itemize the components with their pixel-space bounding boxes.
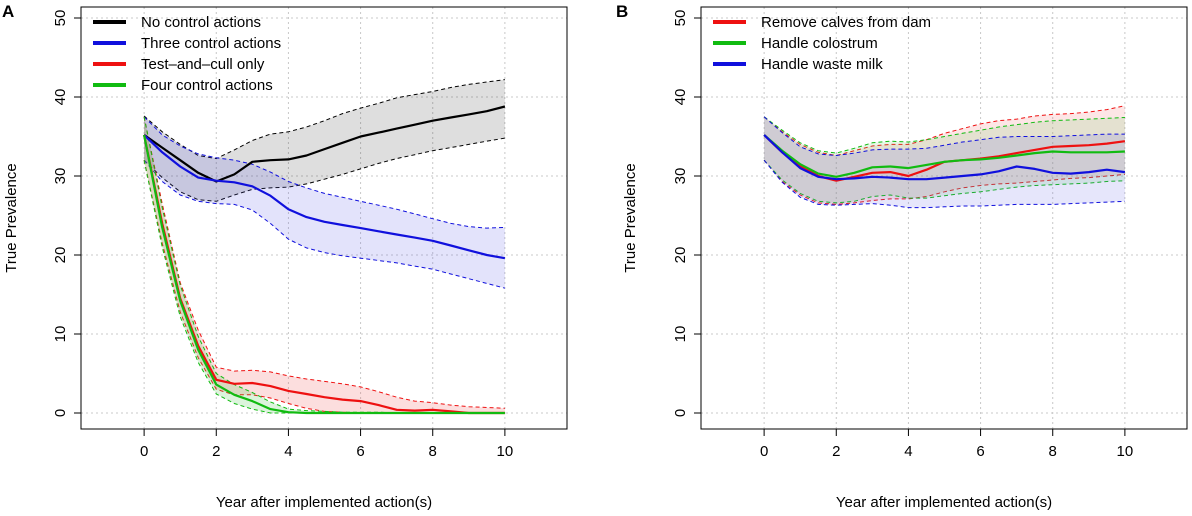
panel-a-upper-bound-2 (143, 116, 505, 409)
panel-b-series-line-1 (763, 134, 1125, 178)
panel-b-x-tick-label: 2 (832, 443, 840, 460)
panel-b: B 0 2 4 6 8 10 0 10 20 30 40 50 Year after implemen… (616, 2, 1188, 511)
panel-a-y-tick-label: 10 (52, 326, 69, 343)
panel-b-letter: B (616, 2, 628, 21)
panel-a-x-tick-label: 10 (497, 443, 514, 460)
panel-b-y-tick-label: 0 (672, 409, 689, 417)
panel-b-series-line-2 (763, 134, 1126, 181)
panel-a-legend-label-1: Three control actions (141, 35, 281, 52)
panel-a-x-axis-title: Year after implemented action(s) (216, 494, 432, 511)
panel-b-y-axis-title: True Prevalence (622, 163, 639, 273)
panel-a-series-line-3 (143, 134, 505, 415)
panel-b-y-tick-label: 40 (672, 89, 689, 106)
panel-b-y-tick-label: 20 (672, 247, 689, 264)
panel-a-series-line-2 (143, 134, 505, 415)
panel-b-lower-bound-2 (763, 159, 1125, 209)
panel-a-letter: A (2, 2, 14, 21)
panel-b-legend-label-2: Handle waste milk (761, 56, 883, 73)
panel-b-legend-label-1: Handle colostrum (761, 35, 878, 52)
panel-a-band-0 (144, 79, 505, 202)
panel-a-y-tick-label: 20 (52, 247, 69, 264)
panel-a-legend-label-2: Test–and–cull only (141, 56, 265, 73)
panel-a-x-tick-label: 6 (356, 443, 364, 460)
panel-b-y-tick-label: 50 (672, 10, 689, 27)
panel-a-series-line-0 (143, 105, 506, 183)
panel-b-lower-bound-1 (763, 159, 1125, 204)
panel-a-series-line-1 (143, 134, 506, 260)
panel-a-x-tick-label: 2 (212, 443, 220, 460)
panel-b-upper-bound-2 (763, 116, 1125, 157)
panel-a-x-tick-label: 0 (140, 443, 148, 460)
panel-a-y-tick-label: 30 (52, 168, 69, 185)
panel-b-y-tick-label: 10 (672, 326, 689, 343)
panel-a-lower-bound-1 (143, 159, 506, 289)
panel-a-band-1 (144, 116, 505, 289)
panel-a-upper-bound-0 (143, 79, 505, 160)
panel-a-y-tick-label: 40 (52, 89, 69, 106)
panel-b-x-tick-label: 6 (976, 443, 984, 460)
panel-b-legend-label-0: Remove calves from dam (761, 14, 931, 31)
panel-a-x-tick-label: 4 (284, 443, 292, 460)
panel-b-upper-bound-1 (763, 116, 1125, 154)
panel-b-x-tick-label: 4 (904, 443, 912, 460)
panel-b-upper-bound-0 (763, 105, 1126, 157)
panel-a-upper-bound-1 (143, 116, 505, 229)
panel-b-x-tick-label: 10 (1117, 443, 1134, 460)
panel-a-y-tick-label: 50 (52, 10, 69, 27)
panel-a-y-axis-title: True Prevalence (3, 163, 20, 273)
panel-b-band-0 (764, 105, 1125, 205)
panel-b-x-tick-label: 0 (760, 443, 768, 460)
panel-b-lower-bound-0 (763, 159, 1125, 205)
panel-b-x-axis-title: Year after implemented action(s) (836, 494, 1052, 511)
panel-b-band-1 (764, 116, 1125, 203)
panel-a-lower-bound-0 (143, 137, 505, 202)
panel-a: A 0 2 4 6 8 10 0 10 20 30 40 50 Year after implemen… (2, 2, 568, 511)
panel-a-legend-label-3: Four control actions (141, 77, 273, 94)
panel-a-legend-label-0: No control actions (141, 14, 261, 31)
panel-b-x-tick-label: 8 (1049, 443, 1057, 460)
panel-a-y-tick-label: 0 (52, 409, 69, 417)
panel-b-y-tick-label: 30 (672, 168, 689, 185)
panel-a-x-tick-label: 8 (429, 443, 437, 460)
